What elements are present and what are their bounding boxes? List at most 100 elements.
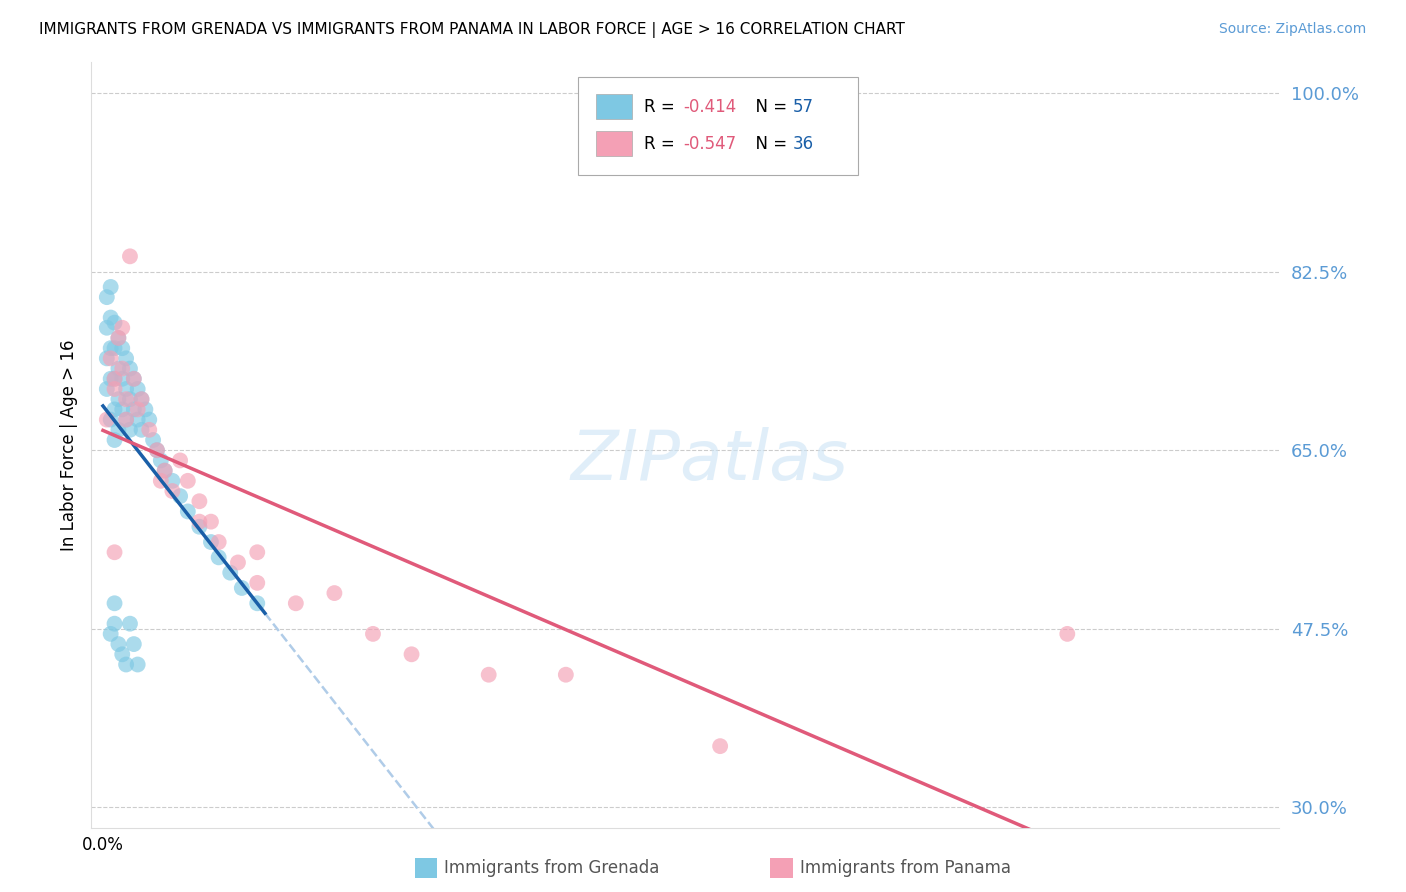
Point	[131, 423, 153, 437]
Bar	[596, 94, 631, 119]
Point	[100, 351, 122, 366]
Text: 57: 57	[793, 98, 813, 116]
Bar	[596, 130, 631, 156]
Y-axis label: In Labor Force | Age > 16: In Labor Force | Age > 16	[59, 339, 77, 551]
Point	[103, 316, 125, 330]
Point	[554, 667, 576, 681]
Point	[107, 392, 129, 407]
Point	[111, 372, 134, 386]
Text: IMMIGRANTS FROM GRENADA VS IMMIGRANTS FROM PANAMA IN LABOR FORCE | AGE > 16 CORR: IMMIGRANTS FROM GRENADA VS IMMIGRANTS FR…	[39, 22, 905, 38]
Point	[107, 637, 129, 651]
Point	[107, 331, 129, 345]
Point	[177, 474, 200, 488]
Point	[118, 616, 141, 631]
Point	[115, 412, 138, 426]
Point	[115, 392, 138, 407]
Point	[127, 412, 149, 426]
Point	[100, 627, 122, 641]
Point	[103, 372, 125, 386]
Point	[115, 382, 138, 396]
FancyBboxPatch shape	[578, 77, 858, 175]
Point	[100, 310, 122, 325]
Point	[146, 443, 169, 458]
Point	[103, 433, 125, 447]
Point	[149, 453, 172, 467]
Point	[284, 596, 307, 610]
Point	[103, 616, 125, 631]
Point	[188, 515, 211, 529]
Text: R =: R =	[644, 135, 681, 153]
Point	[103, 545, 125, 559]
Point	[111, 402, 134, 417]
Point	[188, 520, 211, 534]
Point	[169, 453, 191, 467]
Point	[162, 474, 184, 488]
Point	[111, 341, 134, 355]
Point	[96, 412, 118, 426]
Point	[96, 351, 118, 366]
Point	[122, 372, 145, 386]
Point	[177, 504, 200, 518]
Point	[149, 474, 172, 488]
Point	[401, 648, 423, 662]
Point	[131, 392, 153, 407]
Point	[361, 627, 384, 641]
Point	[169, 489, 191, 503]
Point	[107, 423, 129, 437]
Point	[122, 402, 145, 417]
Point	[208, 535, 231, 549]
Point	[246, 575, 269, 590]
Text: Immigrants from Grenada: Immigrants from Grenada	[444, 859, 659, 877]
Text: ZIPatlas: ZIPatlas	[571, 427, 848, 494]
Point	[96, 320, 118, 334]
Point	[122, 637, 145, 651]
Point	[111, 648, 134, 662]
Point	[111, 320, 134, 334]
Point	[103, 341, 125, 355]
Point	[100, 341, 122, 355]
Point	[153, 464, 176, 478]
Point	[115, 351, 138, 366]
Point	[103, 382, 125, 396]
Point	[219, 566, 242, 580]
Point	[115, 657, 138, 672]
Point	[478, 667, 501, 681]
Point	[188, 494, 211, 508]
Text: 36: 36	[793, 135, 814, 153]
Point	[1056, 627, 1078, 641]
Point	[100, 372, 122, 386]
Text: Immigrants from Panama: Immigrants from Panama	[800, 859, 1011, 877]
Point	[115, 412, 138, 426]
Text: -0.414: -0.414	[683, 98, 737, 116]
Point	[131, 392, 153, 407]
Point	[127, 657, 149, 672]
Point	[709, 739, 731, 753]
Point	[246, 596, 269, 610]
Point	[246, 545, 269, 559]
Text: N =: N =	[745, 98, 792, 116]
Point	[103, 372, 125, 386]
Text: N =: N =	[745, 135, 792, 153]
Point	[208, 550, 231, 565]
Point	[103, 402, 125, 417]
Point	[127, 402, 149, 417]
Point	[127, 382, 149, 396]
Text: -0.547: -0.547	[683, 135, 737, 153]
Text: Source: ZipAtlas.com: Source: ZipAtlas.com	[1219, 22, 1367, 37]
Point	[103, 596, 125, 610]
Point	[226, 556, 249, 570]
Point	[231, 581, 253, 595]
Point	[138, 423, 160, 437]
Point	[111, 361, 134, 376]
Point	[100, 280, 122, 294]
Point	[118, 423, 141, 437]
Point	[118, 249, 141, 263]
Text: R =: R =	[644, 98, 681, 116]
Point	[96, 382, 118, 396]
Point	[118, 392, 141, 407]
Point	[107, 361, 129, 376]
Point	[122, 372, 145, 386]
Point	[100, 412, 122, 426]
Point	[134, 402, 156, 417]
Point	[323, 586, 346, 600]
